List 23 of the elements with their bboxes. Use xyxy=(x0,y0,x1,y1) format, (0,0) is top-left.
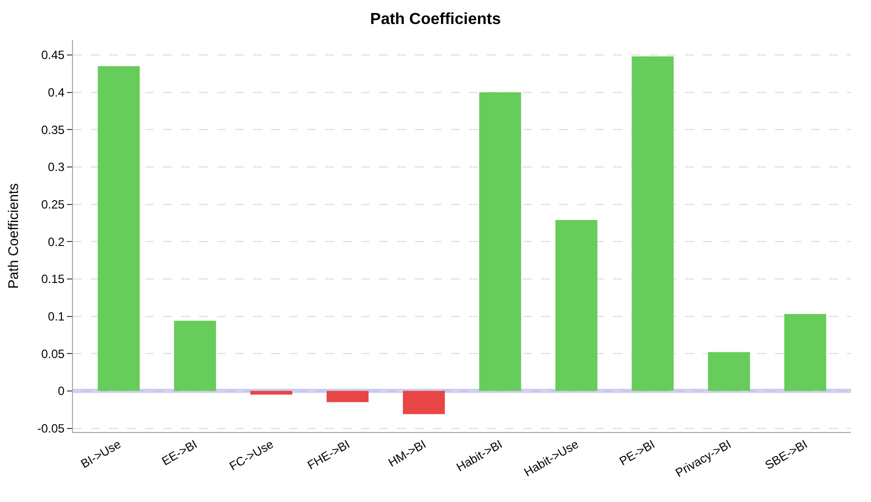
bar xyxy=(402,390,445,414)
y-tick-label: 0.05 xyxy=(41,346,65,361)
bar xyxy=(784,314,826,391)
y-tick-label: 0.25 xyxy=(41,197,65,212)
y-tick-label: 0.35 xyxy=(41,122,65,137)
bar xyxy=(250,390,292,395)
bar xyxy=(555,220,598,391)
y-tick-label: 0.3 xyxy=(48,160,65,174)
y-tick-label: 0.45 xyxy=(41,48,65,62)
chart-title: Path Coefficients xyxy=(370,10,501,28)
bar xyxy=(326,390,369,402)
y-axis-title: Path Coefficients xyxy=(4,183,21,289)
bar xyxy=(708,352,750,391)
y-tick-label: 0.2 xyxy=(48,234,65,249)
y-tick-label: 0 xyxy=(58,384,65,398)
bar xyxy=(174,320,216,391)
bar xyxy=(479,92,522,391)
y-tick-label: 0.4 xyxy=(48,85,65,100)
y-tick-label: 0.15 xyxy=(41,272,65,286)
y-tick-label: 0.1 xyxy=(48,309,65,324)
bar xyxy=(98,66,140,391)
y-tick-label: -0.05 xyxy=(37,421,65,436)
bar xyxy=(632,56,674,391)
